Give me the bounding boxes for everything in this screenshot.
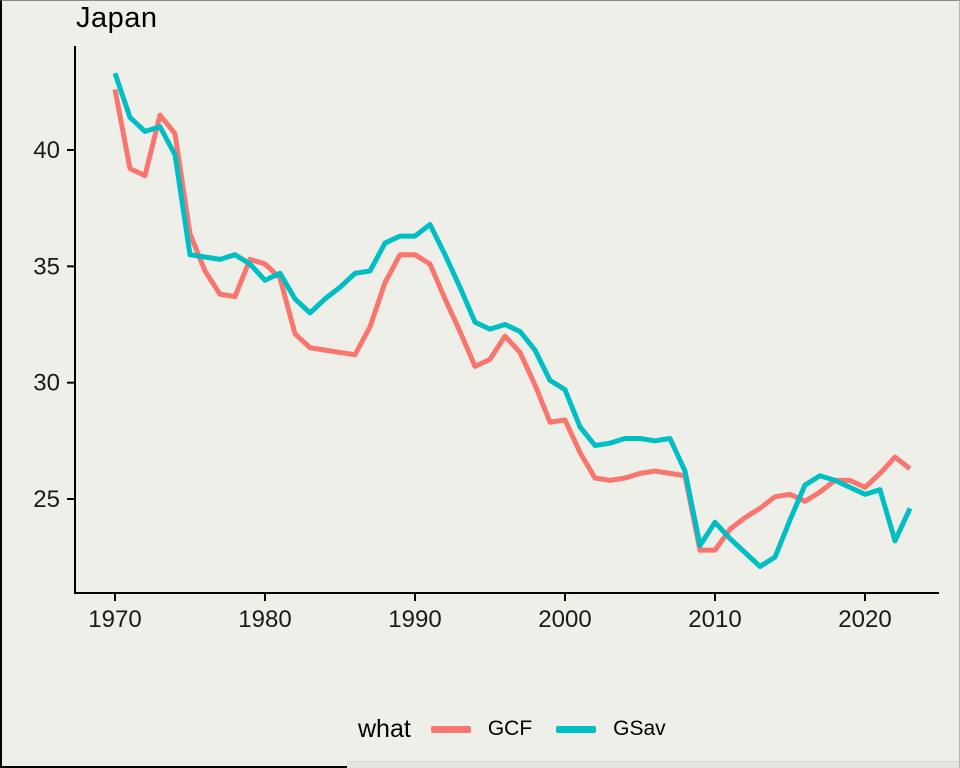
gcf-legend-swatch	[430, 725, 471, 733]
legend-item-gcf: GCF	[430, 717, 533, 741]
gsav-line	[112, 72, 913, 569]
legend: what GCF GSav	[358, 711, 690, 747]
x-tick-label: 1980	[238, 606, 291, 633]
legend-title: what	[358, 714, 411, 743]
x-tick-label: 1970	[88, 606, 141, 633]
gsav-legend-label: GSav	[613, 717, 666, 740]
x-tick-label: 2020	[838, 606, 891, 633]
x-tick-label: 1990	[388, 606, 441, 633]
y-tick-label: 25	[33, 486, 60, 513]
window-edge-strip	[347, 761, 959, 768]
window-bottom-border	[2, 766, 347, 768]
legend-item-gsav: GSav	[556, 717, 666, 741]
gsav-legend-swatch	[556, 725, 597, 733]
gcf-legend-label: GCF	[487, 717, 533, 740]
x-tick-label: 2010	[688, 606, 741, 633]
chart-title: Japan	[76, 2, 158, 34]
y-tick-label: 35	[33, 253, 60, 280]
y-tick-label: 30	[33, 370, 60, 397]
gcf-line	[112, 89, 912, 553]
x-tick-label: 2000	[538, 606, 591, 633]
y-tick-label: 40	[33, 137, 60, 164]
